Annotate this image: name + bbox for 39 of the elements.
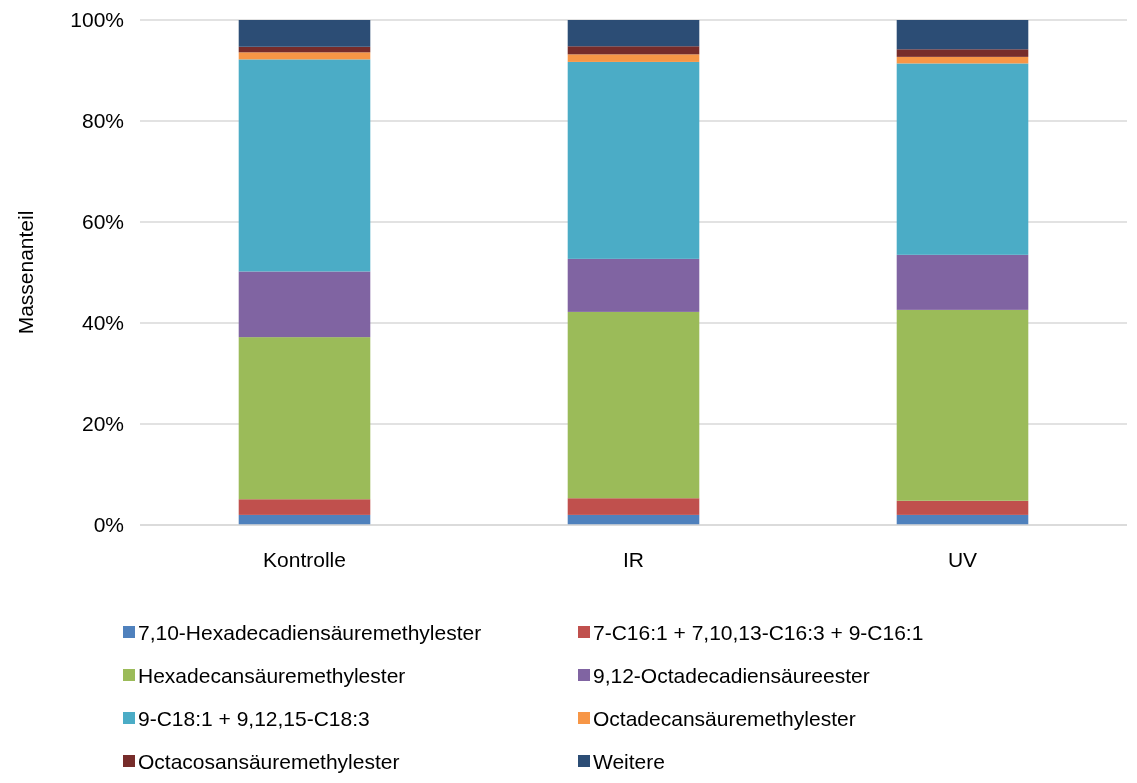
bar [896, 56, 1029, 64]
legend-label: 7-C16:1 + 7,10,13-C16:3 + 9-C16:1 [593, 621, 924, 645]
bar [238, 499, 371, 515]
bar [567, 498, 700, 515]
bar [567, 258, 700, 312]
bar [238, 20, 371, 47]
x-tick-label: Kontrolle [263, 548, 346, 571]
legend-label: Hexadecansäuremethylester [138, 664, 406, 688]
bar [567, 61, 700, 259]
bar [896, 49, 1029, 57]
x-tick-label: UV [947, 548, 978, 571]
y-tick-label: 80% [81, 109, 124, 133]
bar [896, 63, 1029, 255]
legend-label: 9,12-Octadecadiensäureester [593, 664, 870, 688]
y-tick-label: 20% [81, 412, 124, 436]
bar [896, 254, 1029, 310]
bar [567, 20, 700, 47]
bar [238, 46, 371, 53]
bar [567, 46, 700, 55]
legend-label: Weitere [593, 750, 665, 774]
y-tick-label: 60% [81, 210, 124, 234]
bar [567, 311, 700, 499]
legend-label: 7,10-Hexadecadiensäuremethylester [138, 621, 482, 645]
y-axis-title: Massenanteil [14, 210, 37, 335]
bar [238, 59, 371, 272]
y-tick-label: 100% [70, 8, 124, 32]
bar [896, 309, 1029, 501]
legend-label: Octadecansäuremethylester [593, 707, 856, 731]
bar [567, 54, 700, 62]
y-tick-label: 40% [81, 311, 124, 335]
legend-label: 9-C18:1 + 9,12,15-C18:3 [138, 707, 370, 731]
legend-label: Octacosansäuremethylester [138, 750, 400, 774]
bar [238, 271, 371, 338]
x-tick-label: IR [623, 548, 644, 571]
bar [896, 20, 1029, 50]
y-tick-label: 0% [93, 513, 124, 537]
bar [238, 52, 371, 60]
bar [896, 500, 1029, 515]
bar [238, 337, 371, 500]
